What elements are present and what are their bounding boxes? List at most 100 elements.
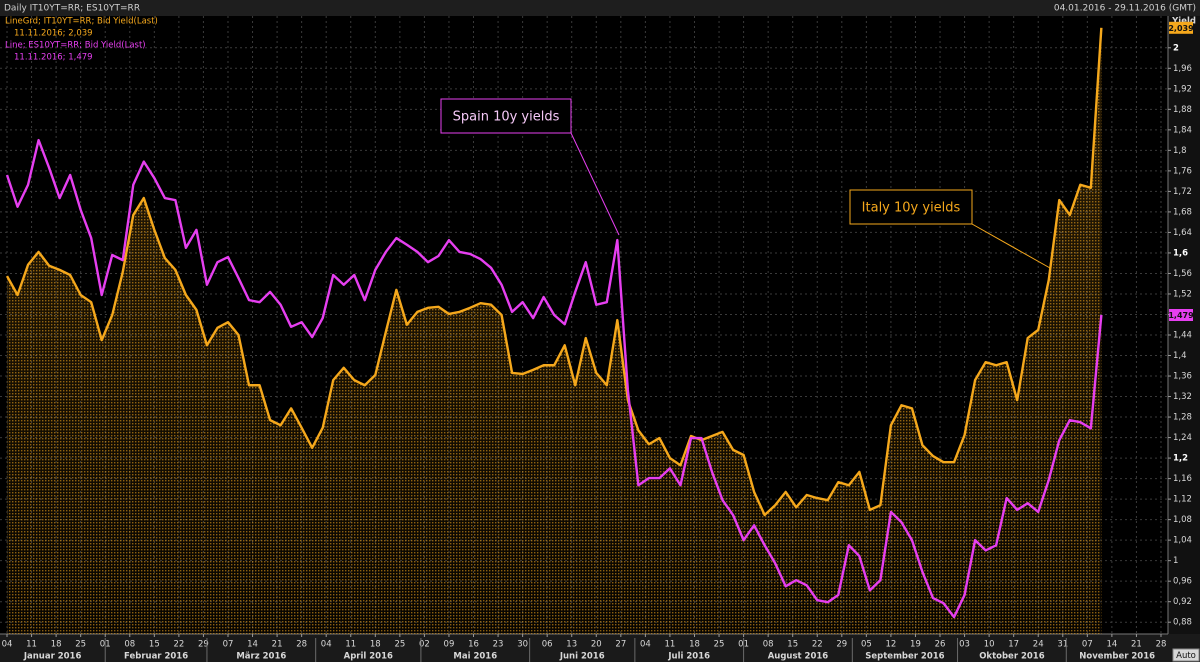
x-tick-label: 14 (1106, 640, 1117, 650)
area-dots (7, 27, 1102, 634)
x-tick-label: 20 (591, 640, 602, 650)
month-label: Juli 2016 (667, 652, 710, 662)
x-tick-label: 10 (984, 640, 995, 650)
y-tick-label: 1,52 (1173, 289, 1192, 299)
y-tick-label: 1,04 (1173, 536, 1192, 546)
end-value-label: 2,039 (1168, 24, 1194, 33)
x-tick-label: 25 (75, 640, 86, 650)
x-tick-label: 11 (26, 640, 37, 650)
month-label: Februar 2016 (124, 652, 188, 662)
y-tick-label: 0,92 (1173, 597, 1192, 607)
month-label: August 2016 (768, 652, 829, 662)
x-tick-label: 23 (493, 640, 504, 650)
y-tick-label: 1,88 (1173, 105, 1192, 115)
x-tick-label: 28 (296, 640, 307, 650)
annotation-leader (971, 223, 1051, 269)
annotation-text: Spain 10y yields (453, 110, 560, 125)
y-axis-label: Yield (1171, 17, 1196, 27)
x-tick-label: 04 (2, 640, 13, 650)
x-tick-label: 25 (394, 640, 405, 650)
y-tick-label: 1,32 (1173, 392, 1192, 402)
y-tick-label: 1,08 (1173, 515, 1192, 525)
x-tick-label: 24 (1033, 640, 1044, 650)
x-tick-label: 22 (173, 640, 184, 650)
y-tick-label: 2 (1173, 43, 1179, 53)
x-tick-label: 29 (836, 640, 847, 650)
series-line (5, 138, 1103, 619)
legend-entry: Line; ES10YT=RR; Bid Yield(Last) (5, 41, 146, 51)
x-tick-label: 30 (517, 640, 528, 650)
x-tick-label: 11 (345, 640, 356, 650)
plot-area (0, 16, 1168, 634)
x-tick-label: 31 (1057, 640, 1068, 650)
month-label: April 2016 (344, 652, 393, 662)
y-tick-label: 1,12 (1173, 495, 1192, 505)
annotation-box (440, 98, 572, 134)
x-tick-label: 13 (566, 640, 577, 650)
annotation-text: Italy 10y yields (862, 201, 961, 216)
legend-detail: 11.11.2016; 2,039 (14, 29, 93, 39)
month-label: Mai 2016 (453, 652, 497, 662)
x-tick-label: 08 (763, 640, 774, 650)
x-tick-label: 29 (198, 640, 209, 650)
x-tick-label: 18 (370, 640, 381, 650)
y-tick-label: 1,24 (1173, 433, 1192, 443)
x-tick-label: 04 (640, 640, 651, 650)
month-label: Januar 2016 (23, 652, 82, 662)
x-tick-label: 07 (1082, 640, 1093, 650)
chart-title: Daily IT10YT=RR; ES10YT=RR (4, 4, 140, 14)
x-tick-label: 15 (149, 640, 160, 650)
x-tick-label: 25 (714, 640, 725, 650)
y-tick-label: 1,76 (1173, 166, 1192, 176)
y-tick-label: 1 (1173, 556, 1178, 566)
x-tick-label: 06 (542, 640, 553, 650)
y-tick-label: 1,8 (1173, 146, 1187, 156)
x-tick-label: 28 (1156, 640, 1167, 650)
auto-button-box (1172, 648, 1200, 662)
x-tick-label: 19 (910, 640, 921, 650)
x-tick-label: 27 (615, 640, 626, 650)
x-tick-label: 02 (419, 640, 430, 650)
y-tick-label: 1,4 (1173, 351, 1187, 361)
x-tick-label: 21 (272, 640, 283, 650)
legend-entry: LineGrd; IT10YT=RR; Bid Yield(Last) (5, 17, 158, 27)
x-tick-label: 21 (1131, 640, 1142, 650)
x-tick-label: 15 (787, 640, 798, 650)
header-bar (0, 0, 1200, 16)
auto-button[interactable]: Auto (1172, 648, 1200, 662)
x-tick-label: 22 (812, 640, 823, 650)
y-tick-label: 1,84 (1173, 125, 1192, 135)
annotation-box (849, 189, 973, 225)
x-tick-label: 18 (51, 640, 62, 650)
y-tick-label: 0,88 (1173, 618, 1192, 628)
end-value-label: 1,479 (1168, 311, 1194, 320)
x-tick-label: 12 (885, 640, 896, 650)
x-tick-label: 05 (861, 640, 872, 650)
y-tick-label: 1,96 (1173, 64, 1192, 74)
y-axis-strip (1168, 16, 1200, 634)
end-value-tag (1169, 21, 1193, 34)
x-tick-label: 18 (689, 640, 700, 650)
y-tick-label: 1,72 (1173, 187, 1192, 197)
auto-button-label: Auto (1176, 651, 1196, 661)
y-tick-label: 1,44 (1173, 331, 1192, 341)
x-axis-strip (0, 634, 1200, 662)
month-label: Oktober 2016 (979, 652, 1045, 662)
y-tick-label: 1,6 (1173, 248, 1188, 258)
x-tick-label: 26 (935, 640, 946, 650)
y-tick-label: 1,16 (1173, 474, 1192, 484)
x-tick-label: 14 (247, 640, 258, 650)
y-tick-label: 1,64 (1173, 228, 1192, 238)
end-value-tag (1169, 308, 1193, 321)
y-tick-label: 1,36 (1173, 372, 1192, 382)
x-tick-label: 11 (665, 640, 676, 650)
y-tick-label: 0,96 (1173, 577, 1192, 587)
month-label: November 2016 (1079, 652, 1155, 662)
y-tick-label: 1,2 (1173, 454, 1188, 464)
month-label: Juni 2016 (559, 652, 605, 662)
month-label: März 2016 (236, 652, 286, 662)
x-tick-label: 04 (321, 640, 332, 650)
x-tick-label: 17 (1008, 640, 1019, 650)
